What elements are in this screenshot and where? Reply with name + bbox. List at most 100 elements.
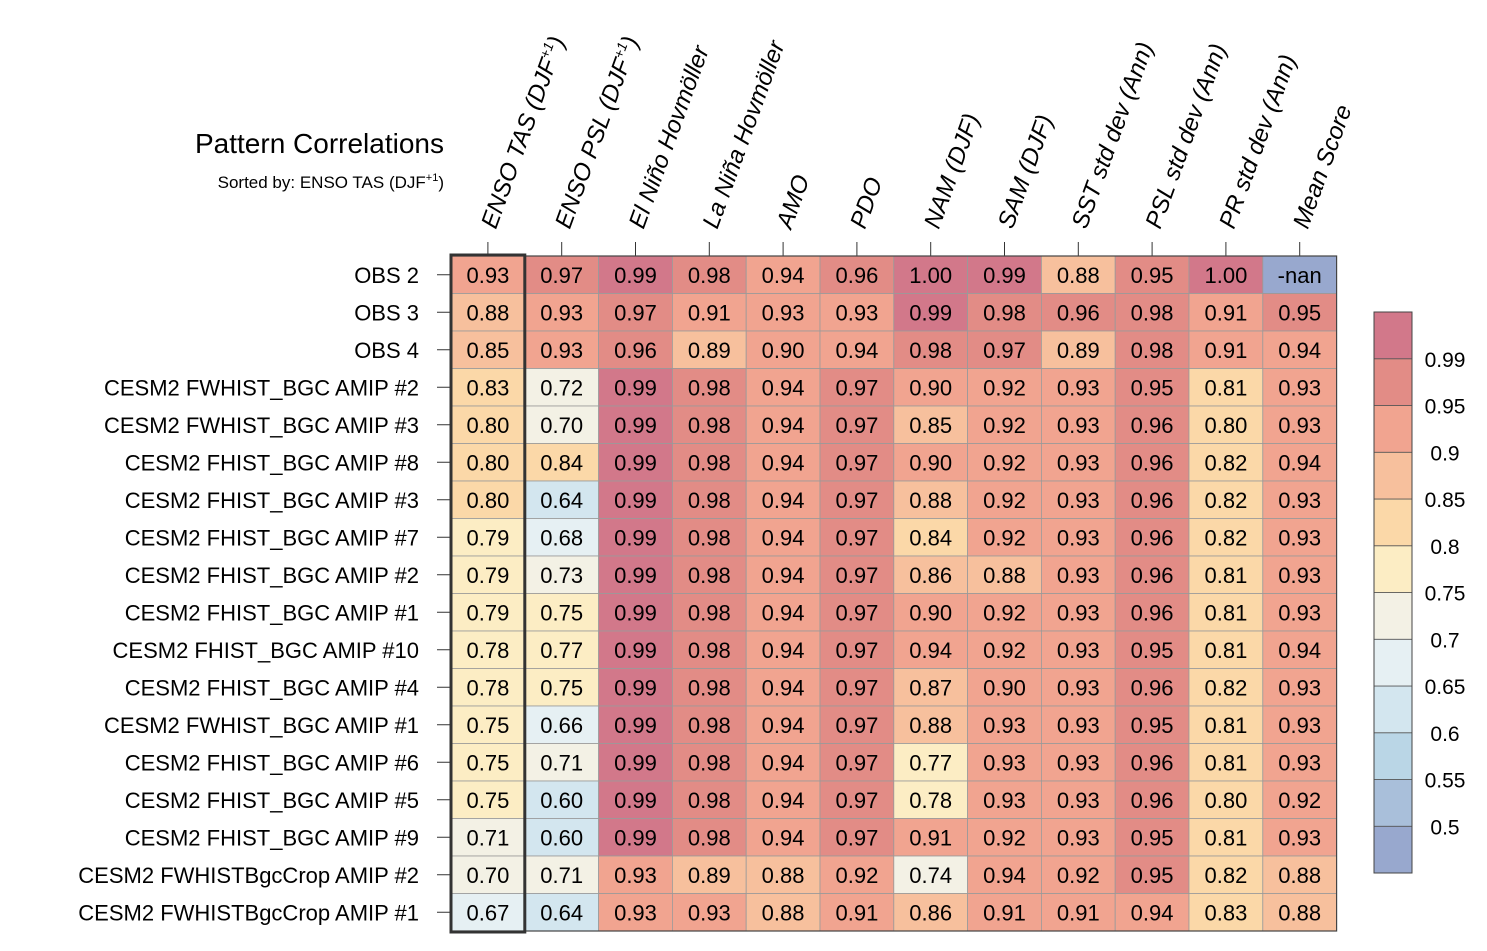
- heatmap-cell: [1041, 518, 1116, 557]
- cell-value: 0.99: [614, 750, 657, 775]
- cell-value: 0.64: [540, 900, 583, 925]
- heatmap-cell: [1188, 855, 1264, 894]
- grid-frame: [449, 253, 1338, 934]
- heatmap-cell: [893, 855, 968, 894]
- cell-value: 0.81: [1204, 750, 1247, 775]
- cell-value: 0.93: [466, 263, 509, 288]
- colorbar-segment: [1373, 358, 1413, 406]
- cell-value: 0.85: [909, 413, 952, 438]
- cell-value: 0.99: [909, 300, 952, 325]
- cell-value: 0.93: [614, 863, 657, 888]
- heatmap-cell: [1188, 705, 1264, 744]
- heatmap-cell: [672, 330, 747, 369]
- row-label: CESM2 FWHIST_BGC AMIP #1: [104, 713, 419, 738]
- heatmap-cell: [1041, 405, 1116, 444]
- cell-value: 0.94: [983, 863, 1026, 888]
- heatmap-cell: [1114, 330, 1190, 369]
- heatmap-cell: [745, 855, 821, 894]
- heatmap-cell: [893, 743, 968, 782]
- cell-value: 0.93: [1057, 638, 1100, 663]
- column-label: NAM (DJF): [919, 110, 985, 232]
- heatmap-cell: [672, 893, 747, 932]
- heatmap-cell: [893, 593, 968, 632]
- heatmap-cell: [598, 255, 673, 294]
- heatmap-cell: [450, 443, 526, 482]
- colorbar-label: 0.95: [1425, 396, 1466, 419]
- heatmap-cell: [893, 443, 968, 482]
- heatmap-cell: [893, 555, 968, 594]
- cell-value: 0.72: [540, 375, 583, 400]
- cell-value: 0.88: [1057, 263, 1100, 288]
- cell-value: 0.99: [614, 638, 657, 663]
- colorbar-label: 0.65: [1425, 676, 1466, 699]
- cell-value: 0.89: [688, 338, 731, 363]
- cell-value: 0.80: [466, 450, 509, 475]
- cell-value: 0.93: [1057, 525, 1100, 550]
- cell-value: 0.86: [909, 563, 952, 588]
- row-labels: OBS 2 OBS 3 OBS 4 CESM2 FWHIST_BGC AMIP #2 C…: [78, 263, 451, 925]
- cell-value: 0.93: [1057, 825, 1100, 850]
- colorbar-label: 0.75: [1425, 583, 1466, 606]
- heatmap-cell: [967, 780, 1042, 819]
- cell-value: 0.71: [466, 825, 509, 850]
- heatmap-cell: [1114, 405, 1190, 444]
- heatmap-cell: [1262, 518, 1338, 557]
- cell-value: 0.98: [688, 750, 731, 775]
- cell-value: 0.93: [1278, 713, 1321, 738]
- heatmap-cell: [1041, 368, 1116, 407]
- column-label: ENSO PSL (DJF+1): [549, 32, 644, 232]
- cell-value: 0.97: [540, 263, 583, 288]
- cell-value: 0.93: [1278, 563, 1321, 588]
- cell-value: 0.80: [466, 413, 509, 438]
- heatmap-cells: 0.93 0.97 0.99 0.98 0.94 0.96 1.00 0.99 0.88 0.95…: [450, 255, 1338, 932]
- cell-value: 0.99: [614, 600, 657, 625]
- cell-value: 0.85: [466, 338, 509, 363]
- cell-value: 0.91: [983, 900, 1026, 925]
- cell-value: 0.93: [1278, 675, 1321, 700]
- cell-value: 0.93: [1278, 600, 1321, 625]
- heatmap-cell: [1262, 368, 1338, 407]
- cell-value: 0.94: [762, 488, 805, 513]
- cell-value: 0.96: [1131, 525, 1174, 550]
- cell-value: 0.77: [540, 638, 583, 663]
- cell-value: 0.99: [614, 450, 657, 475]
- cell-value: 0.71: [540, 863, 583, 888]
- cell-value: 0.93: [1057, 788, 1100, 813]
- cell-value: 0.71: [540, 750, 583, 775]
- cell-value: 0.92: [1057, 863, 1100, 888]
- cell-value: 0.94: [762, 638, 805, 663]
- heatmap-cell: [598, 405, 673, 444]
- cell-value: 0.91: [1204, 300, 1247, 325]
- cell-value: 0.99: [614, 788, 657, 813]
- column-label: SST std dev (Ann): [1067, 39, 1159, 232]
- cell-value: 0.94: [762, 450, 805, 475]
- heatmap-cell: [524, 368, 599, 407]
- cell-value: 0.98: [688, 263, 731, 288]
- heatmap-cell: [967, 818, 1042, 857]
- chart-subtitle: Sorted by: ENSO TAS (DJF+1): [218, 172, 444, 192]
- heatmap-cell: [1114, 293, 1190, 332]
- cell-value: 0.96: [1131, 750, 1174, 775]
- colorbar-label: 0.5: [1430, 816, 1459, 839]
- heatmap-cell: [1188, 555, 1264, 594]
- cell-value: 0.80: [466, 488, 509, 513]
- colorbar-label: 0.99: [1425, 349, 1466, 372]
- cell-value: 0.91: [688, 300, 731, 325]
- cell-value: 0.93: [1057, 488, 1100, 513]
- cell-value: 0.79: [466, 600, 509, 625]
- cell-value: 0.93: [540, 338, 583, 363]
- cell-value: 0.96: [1057, 300, 1100, 325]
- heatmap-cell: [819, 818, 895, 857]
- cell-value: 0.70: [466, 863, 509, 888]
- cell-value: 0.98: [688, 713, 731, 738]
- cell-value: 0.94: [762, 825, 805, 850]
- cell-value: 0.98: [688, 638, 731, 663]
- cell-value: 0.81: [1204, 600, 1247, 625]
- cell-value: 0.98: [688, 788, 731, 813]
- cell-value: 0.93: [1057, 750, 1100, 775]
- cell-value: 0.78: [466, 675, 509, 700]
- cell-value: 0.80: [1204, 788, 1247, 813]
- column-label: El Niño Hovmöller: [624, 41, 715, 232]
- cell-value: 0.97: [835, 675, 878, 700]
- cell-value: 0.82: [1204, 675, 1247, 700]
